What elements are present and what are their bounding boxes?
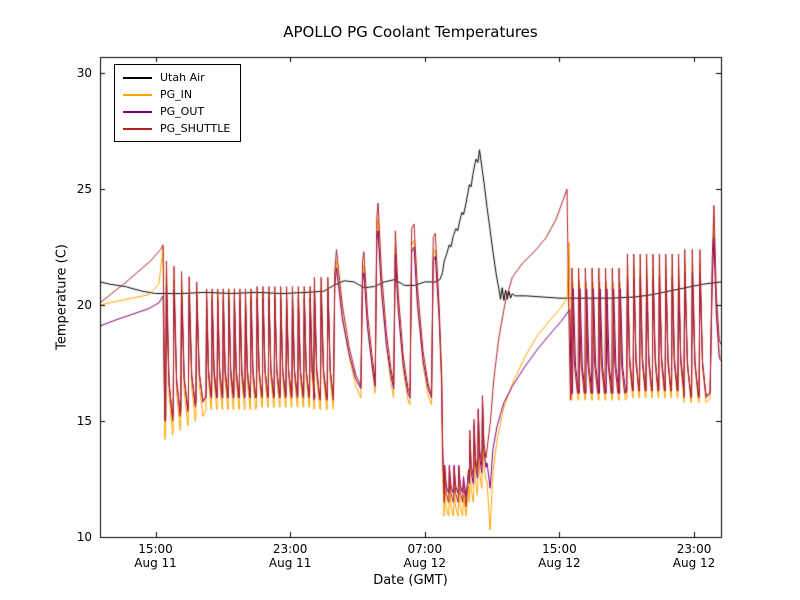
legend-label-utah-air: Utah Air	[160, 71, 205, 84]
x-tick-label: 07:00 Aug 12	[403, 542, 447, 570]
legend-line-swatch-pg-shuttle	[123, 127, 152, 130]
legend-item-pg-shuttle: PG_SHUTTLE	[123, 122, 230, 135]
legend: Utah Air PG_IN PG_OUT PG_SHUTTLE	[114, 64, 242, 142]
y-tick-label: 15	[76, 414, 92, 429]
legend-line-swatch-pg-in	[123, 93, 152, 96]
y-axis-label: Temperature (C)	[54, 244, 70, 350]
x-tick-label: 15:00 Aug 11	[134, 542, 177, 570]
y-tick-label: 10	[76, 530, 92, 544]
y-tick-label: 25	[76, 182, 92, 197]
legend-item-utah-air: Utah Air	[123, 71, 230, 84]
y-tick-label: 20	[76, 298, 92, 313]
legend-label-pg-out: PG_OUT	[160, 105, 205, 118]
x-tick-label: 23:00 Aug 11	[268, 542, 312, 570]
legend-label-pg-in: PG_IN	[160, 88, 193, 101]
x-axis-label: Date (GMT)	[373, 573, 448, 588]
legend-item-pg-in: PG_IN	[123, 88, 230, 101]
x-tick-label: 15:00 Aug 12	[538, 542, 581, 570]
y-tick-label: 30	[76, 66, 92, 81]
legend-line-swatch-pg-out	[123, 110, 152, 113]
legend-line-swatch-utah-air	[123, 76, 152, 79]
legend-label-pg-shuttle: PG_SHUTTLE	[160, 122, 231, 135]
x-tick-label: 23:00 Aug 12	[672, 542, 716, 570]
chart-title: APOLLO PG Coolant Temperatures	[283, 23, 538, 41]
legend-item-pg-out: PG_OUT	[123, 105, 230, 118]
